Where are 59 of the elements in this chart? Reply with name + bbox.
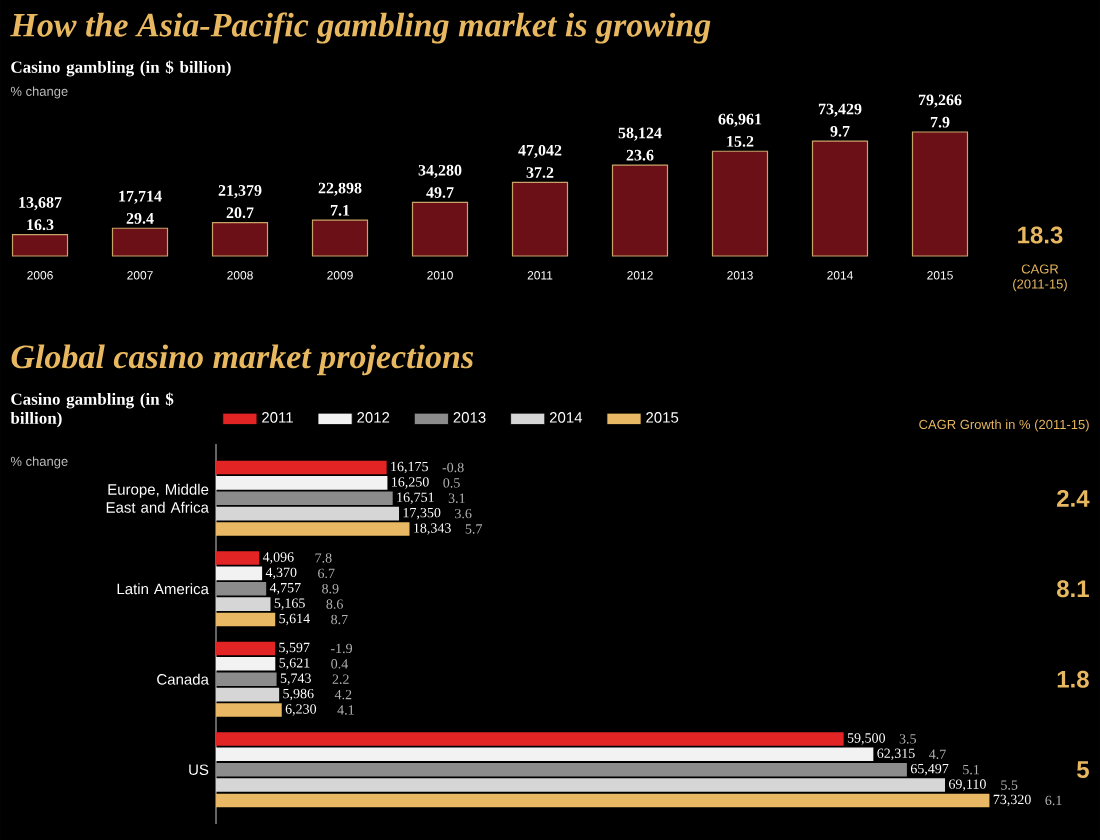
annotation: 16.3 [27, 219, 54, 231]
text: 7.9 [930, 116, 950, 128]
bar [511, 181, 569, 257]
bar [216, 657, 276, 671]
annotation: 20.7 [226, 207, 254, 219]
data-label: 47,042 [518, 144, 562, 158]
bar [216, 460, 387, 475]
data-label: 58,124 [618, 127, 662, 141]
annotation: 37.2 [526, 167, 554, 178]
bar [216, 522, 410, 536]
data-label: 34,280 [418, 164, 462, 178]
chart-title: How the Asia-Pacific gambling market is growing [10, 12, 711, 44]
text: 18.3 [1018, 226, 1063, 244]
text: 2.4 [1057, 489, 1090, 507]
y-axis-title: Casino gambling (in $ billion) [11, 60, 231, 77]
annotation: 29.4 [126, 213, 154, 224]
bar [216, 687, 280, 702]
bar [211, 221, 269, 257]
data-label: 13,687 [19, 197, 62, 211]
bar [216, 581, 267, 596]
bar [216, 778, 946, 792]
annotation: 23.6 [626, 149, 654, 161]
annotation: 15.2 [727, 136, 754, 147]
chart-title: Global casino market projections [11, 344, 474, 376]
bar [911, 131, 969, 257]
bar [111, 227, 169, 257]
text: 8.1 [1056, 580, 1089, 598]
bar [216, 491, 393, 506]
bar [711, 150, 769, 257]
bar [311, 219, 369, 257]
data-label: 22,898 [318, 182, 362, 196]
data-label: 73,429 [818, 103, 862, 117]
annotation: 49.7 [426, 187, 454, 198]
bar [811, 140, 869, 257]
bar [611, 164, 669, 257]
data-label: 21,379 [218, 185, 262, 199]
bar [216, 566, 263, 581]
text: 1.8 [1057, 670, 1089, 688]
y-axis-title: Casino gambling (in $ billion) [10, 392, 174, 428]
bar [216, 793, 990, 808]
bar [216, 476, 388, 490]
bar [216, 506, 400, 521]
bar [11, 233, 69, 257]
bar [216, 703, 282, 717]
data-label: 79,266 [918, 94, 962, 108]
bar [216, 672, 277, 686]
annotation: 7.1 [330, 204, 350, 216]
data-label: 17,714 [119, 190, 162, 204]
data-label: 66,961 [718, 113, 762, 127]
bar [216, 762, 907, 777]
bar [216, 641, 276, 656]
bar [216, 732, 844, 746]
bar [216, 747, 874, 762]
bar [216, 551, 260, 565]
text: 5 [1077, 761, 1089, 779]
bar [216, 597, 271, 611]
annotation: 9.7 [830, 125, 850, 137]
bar [216, 612, 276, 627]
bar [411, 201, 469, 257]
